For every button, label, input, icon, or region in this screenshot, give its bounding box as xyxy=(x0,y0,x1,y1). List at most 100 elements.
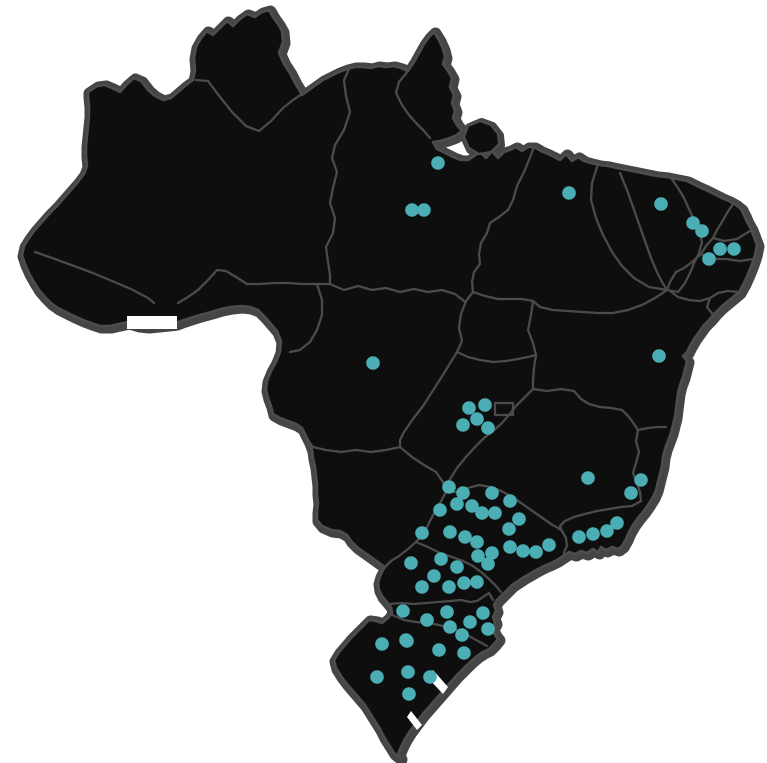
map-marker[interactable] xyxy=(485,546,499,560)
state-border-riograndedonorte-paraiba xyxy=(711,229,752,243)
map-marker[interactable] xyxy=(686,216,700,230)
map-marker[interactable] xyxy=(434,552,448,566)
map-marker[interactable] xyxy=(542,538,556,552)
map-marker[interactable] xyxy=(401,665,415,679)
map-marker[interactable] xyxy=(457,576,471,590)
state-border-para-tocantins-araguaia xyxy=(455,290,475,354)
map-marker[interactable] xyxy=(402,687,416,701)
map-marker[interactable] xyxy=(488,506,502,520)
map-marker[interactable] xyxy=(634,473,648,487)
map-marker[interactable] xyxy=(400,634,414,648)
map-marker[interactable] xyxy=(478,398,492,412)
map-marker[interactable] xyxy=(455,628,469,642)
map-marker[interactable] xyxy=(450,497,464,511)
map-marker[interactable] xyxy=(476,606,490,620)
state-border-roraima-amazonas xyxy=(194,78,304,133)
map-marker[interactable] xyxy=(481,557,495,571)
state-border-bahia-espiritosanto xyxy=(636,425,668,432)
water-gap-acre-gap-band xyxy=(127,316,177,329)
map-marker[interactable] xyxy=(433,503,447,517)
map-marker[interactable] xyxy=(457,646,471,660)
map-marker[interactable] xyxy=(458,530,472,544)
state-border-ceara-riograndedonorte xyxy=(711,202,735,240)
map-marker[interactable] xyxy=(432,643,446,657)
map-marker[interactable] xyxy=(456,418,470,432)
map-marker[interactable] xyxy=(396,604,410,618)
state-border-ceara-east xyxy=(665,176,704,294)
state-border-para-maranhao xyxy=(470,145,536,294)
state-border-amapa-para xyxy=(394,69,432,140)
map-marker[interactable] xyxy=(512,512,526,526)
state-border-amazonas-para xyxy=(324,65,352,286)
map-marker[interactable] xyxy=(581,471,595,485)
state-border-tocantins-maranhao xyxy=(471,290,535,303)
map-marker[interactable] xyxy=(465,499,479,513)
map-marker[interactable] xyxy=(405,203,419,217)
map-marker[interactable] xyxy=(462,401,476,415)
map-marker[interactable] xyxy=(481,622,495,636)
map-marker[interactable] xyxy=(370,670,384,684)
brazil-country-shape xyxy=(20,8,759,760)
state-border-pernambuco-west xyxy=(665,270,678,292)
state-border-maranhao-piaui xyxy=(589,165,669,292)
map-marker[interactable] xyxy=(470,535,484,549)
map-marker[interactable] xyxy=(624,486,638,500)
state-border-bahia-minasgerais xyxy=(531,387,640,432)
map-marker[interactable] xyxy=(415,580,429,594)
map-marker[interactable] xyxy=(463,615,477,629)
map-marker[interactable] xyxy=(443,620,457,634)
map-marker[interactable] xyxy=(404,556,418,570)
map-marker[interactable] xyxy=(481,421,495,435)
map-marker[interactable] xyxy=(443,525,457,539)
map-marker[interactable] xyxy=(572,530,586,544)
map-marker[interactable] xyxy=(366,356,380,370)
map-marker[interactable] xyxy=(470,575,484,589)
map-marker[interactable] xyxy=(502,522,516,536)
map-marker[interactable] xyxy=(420,613,434,627)
map-marker[interactable] xyxy=(440,605,454,619)
map-marker[interactable] xyxy=(485,486,499,500)
map-marker[interactable] xyxy=(431,156,445,170)
map-marker[interactable] xyxy=(375,637,389,651)
state-border-acre-amazonas xyxy=(33,250,156,305)
map-marker[interactable] xyxy=(471,549,485,563)
map-marker[interactable] xyxy=(470,412,484,426)
map-marker[interactable] xyxy=(427,569,441,583)
map-marker[interactable] xyxy=(516,544,530,558)
map-marker[interactable] xyxy=(562,186,576,200)
map-marker[interactable] xyxy=(503,494,517,508)
map-marker[interactable] xyxy=(652,349,666,363)
map-marker[interactable] xyxy=(475,506,489,520)
map-marker[interactable] xyxy=(529,545,543,559)
map-marker[interactable] xyxy=(423,670,437,684)
state-border-para-matogrosso xyxy=(328,282,466,303)
state-border-amazonas-south xyxy=(176,268,332,305)
map-marker[interactable] xyxy=(415,526,429,540)
map-marker[interactable] xyxy=(450,560,464,574)
map-marker[interactable] xyxy=(610,516,624,530)
map-marker[interactable] xyxy=(702,252,716,266)
state-border-matogrossodosul-parana xyxy=(383,540,418,569)
map-marker[interactable] xyxy=(600,524,614,538)
marajo-island xyxy=(462,119,501,156)
map-marker[interactable] xyxy=(713,242,727,256)
state-border-tocantins-bahia xyxy=(526,299,538,357)
map-marker[interactable] xyxy=(586,527,600,541)
map-marker[interactable] xyxy=(417,203,431,217)
state-border-distrito-federal-box xyxy=(493,401,515,417)
map-marker[interactable] xyxy=(442,480,456,494)
water-gap-lagoa-mirim xyxy=(407,711,422,730)
state-border-espiritosanto-minasgerais xyxy=(631,428,643,503)
map-marker[interactable] xyxy=(503,540,517,554)
state-border-tocantins-goias xyxy=(455,350,538,364)
map-marker[interactable] xyxy=(654,197,668,211)
map-marker[interactable] xyxy=(442,580,456,594)
state-border-saopaulo-parana xyxy=(414,540,503,594)
state-border-sergipe-bahia xyxy=(668,289,716,318)
map-marker[interactable] xyxy=(695,224,709,238)
map-marker[interactable] xyxy=(456,486,470,500)
map-marker[interactable] xyxy=(727,242,741,256)
state-border-minasgerais-riodejaneiro xyxy=(558,499,643,533)
